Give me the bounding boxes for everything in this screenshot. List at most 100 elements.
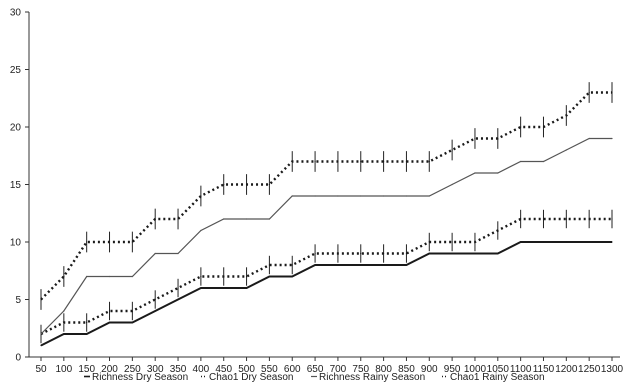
data-point	[588, 241, 590, 243]
data-point	[154, 218, 156, 220]
data-point	[451, 149, 453, 151]
data-point	[337, 160, 339, 163]
data-point	[200, 287, 202, 289]
y-tick-label: 10	[10, 238, 22, 249]
data-point	[520, 218, 522, 220]
data-point	[291, 275, 293, 278]
x-tick-label: 300	[147, 364, 164, 375]
data-point	[314, 264, 316, 266]
x-tick-label: 850	[398, 364, 415, 375]
data-point	[474, 241, 476, 243]
x-tick-label: 1250	[578, 364, 601, 375]
data-point	[451, 241, 453, 243]
x-tick-label: 100	[55, 364, 72, 375]
series-line	[40, 91, 612, 301]
data-point	[588, 218, 590, 220]
data-point	[520, 241, 522, 243]
series-1	[40, 241, 613, 347]
data-point	[428, 252, 430, 255]
data-point	[565, 149, 567, 151]
data-point	[520, 126, 522, 128]
data-point	[223, 275, 225, 278]
data-point	[154, 310, 156, 312]
x-tick-label: 200	[101, 364, 118, 375]
data-point	[177, 218, 179, 220]
data-point	[86, 275, 88, 278]
data-point	[108, 241, 111, 243]
data-point	[177, 298, 179, 301]
data-point	[200, 229, 202, 232]
x-tick-label: 50	[35, 364, 47, 375]
x-tick-label: 250	[124, 364, 141, 375]
data-point	[108, 321, 111, 324]
x-tick-label: 1100	[510, 364, 532, 375]
axes: 0 5 10 15 20 25 30 50 100 150 200 250 300 350 400 450 50…	[10, 8, 624, 376]
data-point	[360, 252, 362, 255]
data-point	[177, 287, 179, 289]
data-point	[565, 218, 567, 220]
data-point	[451, 183, 453, 186]
data-point	[497, 172, 499, 174]
y-tick-label: 15	[10, 180, 22, 191]
x-tick-label: 750	[352, 364, 369, 375]
data-point	[291, 195, 293, 197]
data-point	[86, 321, 88, 324]
x-tick-label: 1050	[487, 364, 510, 375]
data-point	[177, 252, 179, 255]
x-tick-label: 650	[307, 364, 324, 375]
data-point	[542, 218, 545, 220]
data-point	[86, 333, 88, 335]
data-point	[405, 252, 408, 255]
data-point	[405, 195, 408, 197]
data-point	[588, 91, 590, 94]
data-point	[314, 160, 316, 163]
data-point	[565, 114, 567, 117]
data-point	[337, 195, 339, 197]
data-point	[223, 287, 225, 289]
y-tick-label: 0	[15, 353, 21, 364]
data-point	[542, 126, 545, 128]
data-point	[268, 183, 270, 186]
data-point	[337, 252, 339, 255]
x-tick-label: 550	[261, 364, 278, 375]
data-point	[428, 241, 430, 243]
data-point	[200, 195, 202, 197]
data-point	[542, 241, 545, 243]
data-point	[108, 275, 111, 278]
data-point	[63, 333, 65, 335]
legend-label: Chao1 Rainy Season	[450, 372, 545, 383]
data-point	[360, 264, 362, 266]
series-layer	[40, 82, 613, 347]
data-point	[63, 321, 65, 324]
data-point	[360, 160, 362, 163]
data-point	[108, 310, 111, 312]
data-point	[245, 218, 248, 220]
data-point	[63, 310, 65, 312]
x-tick-label: 1300	[601, 364, 624, 375]
data-point	[154, 298, 156, 301]
data-point	[542, 160, 545, 163]
legend-label: Chao1 Dry Season	[209, 372, 294, 383]
x-tick-label: 1200	[555, 364, 578, 375]
x-tick-label: 500	[238, 364, 255, 375]
x-tick-label: 350	[170, 364, 187, 375]
data-point	[405, 264, 408, 266]
data-point	[154, 252, 156, 255]
data-point	[405, 160, 408, 163]
data-point	[314, 252, 316, 255]
series-2	[40, 209, 613, 344]
data-point	[497, 252, 499, 255]
y-tick-label: 20	[10, 123, 22, 134]
data-point	[131, 321, 133, 324]
data-point	[291, 264, 293, 266]
series-3	[40, 137, 613, 335]
data-point	[63, 275, 65, 278]
data-point	[611, 91, 613, 94]
x-tick-label: 1150	[533, 364, 555, 375]
data-point	[383, 252, 385, 255]
data-point	[268, 264, 270, 266]
series-line	[40, 217, 612, 336]
data-point	[314, 195, 316, 197]
y-tick-label: 5	[15, 295, 21, 306]
